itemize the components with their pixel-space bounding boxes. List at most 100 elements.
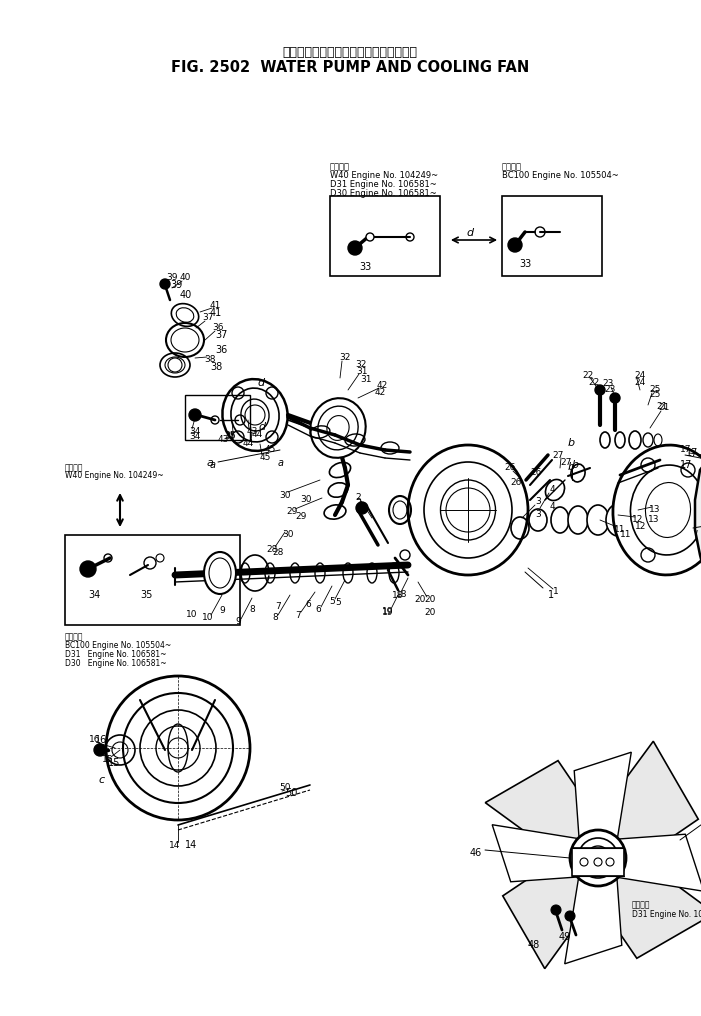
Text: 19: 19 [382, 608, 394, 617]
Text: 16: 16 [95, 735, 107, 745]
Text: b: b [568, 438, 575, 448]
Text: 1: 1 [548, 590, 554, 600]
Text: 34: 34 [189, 432, 200, 441]
Text: 5: 5 [329, 597, 335, 607]
Bar [330, 196, 440, 276]
Circle shape [508, 238, 522, 252]
Text: 32: 32 [355, 360, 367, 369]
Text: 48: 48 [528, 940, 540, 950]
Text: 28: 28 [272, 548, 283, 557]
Text: 13: 13 [648, 515, 660, 524]
Circle shape [94, 744, 106, 756]
Text: 11: 11 [614, 525, 626, 534]
Polygon shape [503, 842, 613, 968]
Text: D31 Engine No. 106581~: D31 Engine No. 106581~ [632, 910, 701, 919]
Circle shape [551, 905, 561, 915]
Text: b: b [572, 460, 579, 470]
Text: 20: 20 [424, 595, 436, 605]
Circle shape [366, 233, 374, 241]
Text: 適用号穎: 適用号穎 [632, 900, 651, 909]
Ellipse shape [568, 506, 588, 534]
Circle shape [189, 409, 201, 421]
Text: D30   Engine No. 106581~: D30 Engine No. 106581~ [65, 659, 167, 668]
Bar [572, 848, 624, 876]
Text: W40 Engine No. 104249~: W40 Engine No. 104249~ [330, 171, 438, 180]
Text: 30: 30 [300, 495, 311, 504]
Text: 43: 43 [218, 435, 229, 444]
Text: 適用号穌: 適用号穌 [330, 162, 350, 171]
Text: 34: 34 [189, 428, 200, 437]
Text: 37: 37 [215, 330, 227, 340]
Text: 18: 18 [396, 590, 408, 599]
Circle shape [570, 830, 626, 886]
Text: 25: 25 [649, 385, 660, 394]
Text: d: d [258, 422, 265, 432]
Text: 45: 45 [265, 445, 276, 454]
Text: b: b [568, 462, 575, 472]
Text: 6: 6 [305, 600, 311, 609]
Text: 8: 8 [272, 614, 278, 623]
Text: 27: 27 [552, 450, 564, 459]
Text: a: a [210, 460, 216, 470]
Text: D31 Engine No. 106581~: D31 Engine No. 106581~ [330, 180, 437, 189]
Text: 20: 20 [414, 595, 426, 604]
Text: 31: 31 [356, 367, 368, 376]
Ellipse shape [204, 552, 236, 594]
Text: 38: 38 [210, 362, 222, 372]
Text: W40 Engine No. 104249~: W40 Engine No. 104249~ [65, 471, 163, 480]
Text: 24: 24 [634, 372, 646, 381]
Text: 23: 23 [604, 385, 615, 394]
Ellipse shape [606, 504, 630, 536]
Text: 12: 12 [632, 515, 644, 524]
Text: 適用号穌: 適用号穌 [65, 463, 83, 472]
Text: 17: 17 [680, 460, 693, 470]
Bar [65, 535, 240, 625]
Text: 31: 31 [360, 375, 372, 384]
Text: 14: 14 [185, 840, 197, 850]
Text: 14: 14 [170, 840, 181, 849]
Polygon shape [485, 761, 613, 874]
Text: 9: 9 [219, 606, 225, 615]
Text: 38: 38 [204, 356, 216, 365]
Text: 27: 27 [560, 458, 571, 467]
Text: 26: 26 [504, 463, 516, 472]
Text: 45: 45 [259, 453, 271, 462]
Text: 32: 32 [339, 354, 350, 363]
Text: d: d [466, 228, 474, 238]
Text: 36: 36 [215, 345, 227, 355]
Text: 3: 3 [535, 498, 541, 507]
Ellipse shape [613, 445, 701, 575]
Text: 10: 10 [203, 614, 214, 623]
Text: 37: 37 [203, 314, 214, 322]
Text: 41: 41 [210, 301, 221, 310]
Text: 8: 8 [249, 605, 255, 614]
Text: 19: 19 [382, 608, 394, 617]
Text: 46: 46 [470, 848, 482, 858]
Text: a: a [207, 458, 214, 468]
Text: 1: 1 [553, 587, 559, 596]
Text: 33: 33 [359, 262, 371, 272]
Text: 10: 10 [186, 610, 198, 619]
Text: BC100 Engine No. 105504~: BC100 Engine No. 105504~ [65, 641, 171, 650]
Text: 49: 49 [559, 932, 571, 942]
Polygon shape [580, 742, 698, 876]
Ellipse shape [551, 507, 569, 533]
Polygon shape [492, 825, 604, 882]
Text: 50: 50 [285, 788, 297, 798]
Circle shape [610, 393, 620, 403]
Text: 39: 39 [166, 273, 178, 282]
Text: 15: 15 [108, 758, 121, 768]
Text: 5: 5 [335, 598, 341, 607]
Text: 42: 42 [375, 388, 386, 397]
Circle shape [348, 241, 362, 255]
Polygon shape [580, 840, 701, 958]
Ellipse shape [311, 398, 366, 458]
Text: 4: 4 [549, 486, 554, 495]
Text: D31   Engine No. 106581~: D31 Engine No. 106581~ [65, 650, 167, 659]
Text: 4: 4 [550, 502, 556, 511]
Text: 20: 20 [424, 608, 436, 617]
Text: d: d [257, 378, 264, 388]
Text: c: c [98, 775, 104, 785]
Text: 2: 2 [355, 498, 361, 508]
Text: 44: 44 [243, 440, 254, 448]
